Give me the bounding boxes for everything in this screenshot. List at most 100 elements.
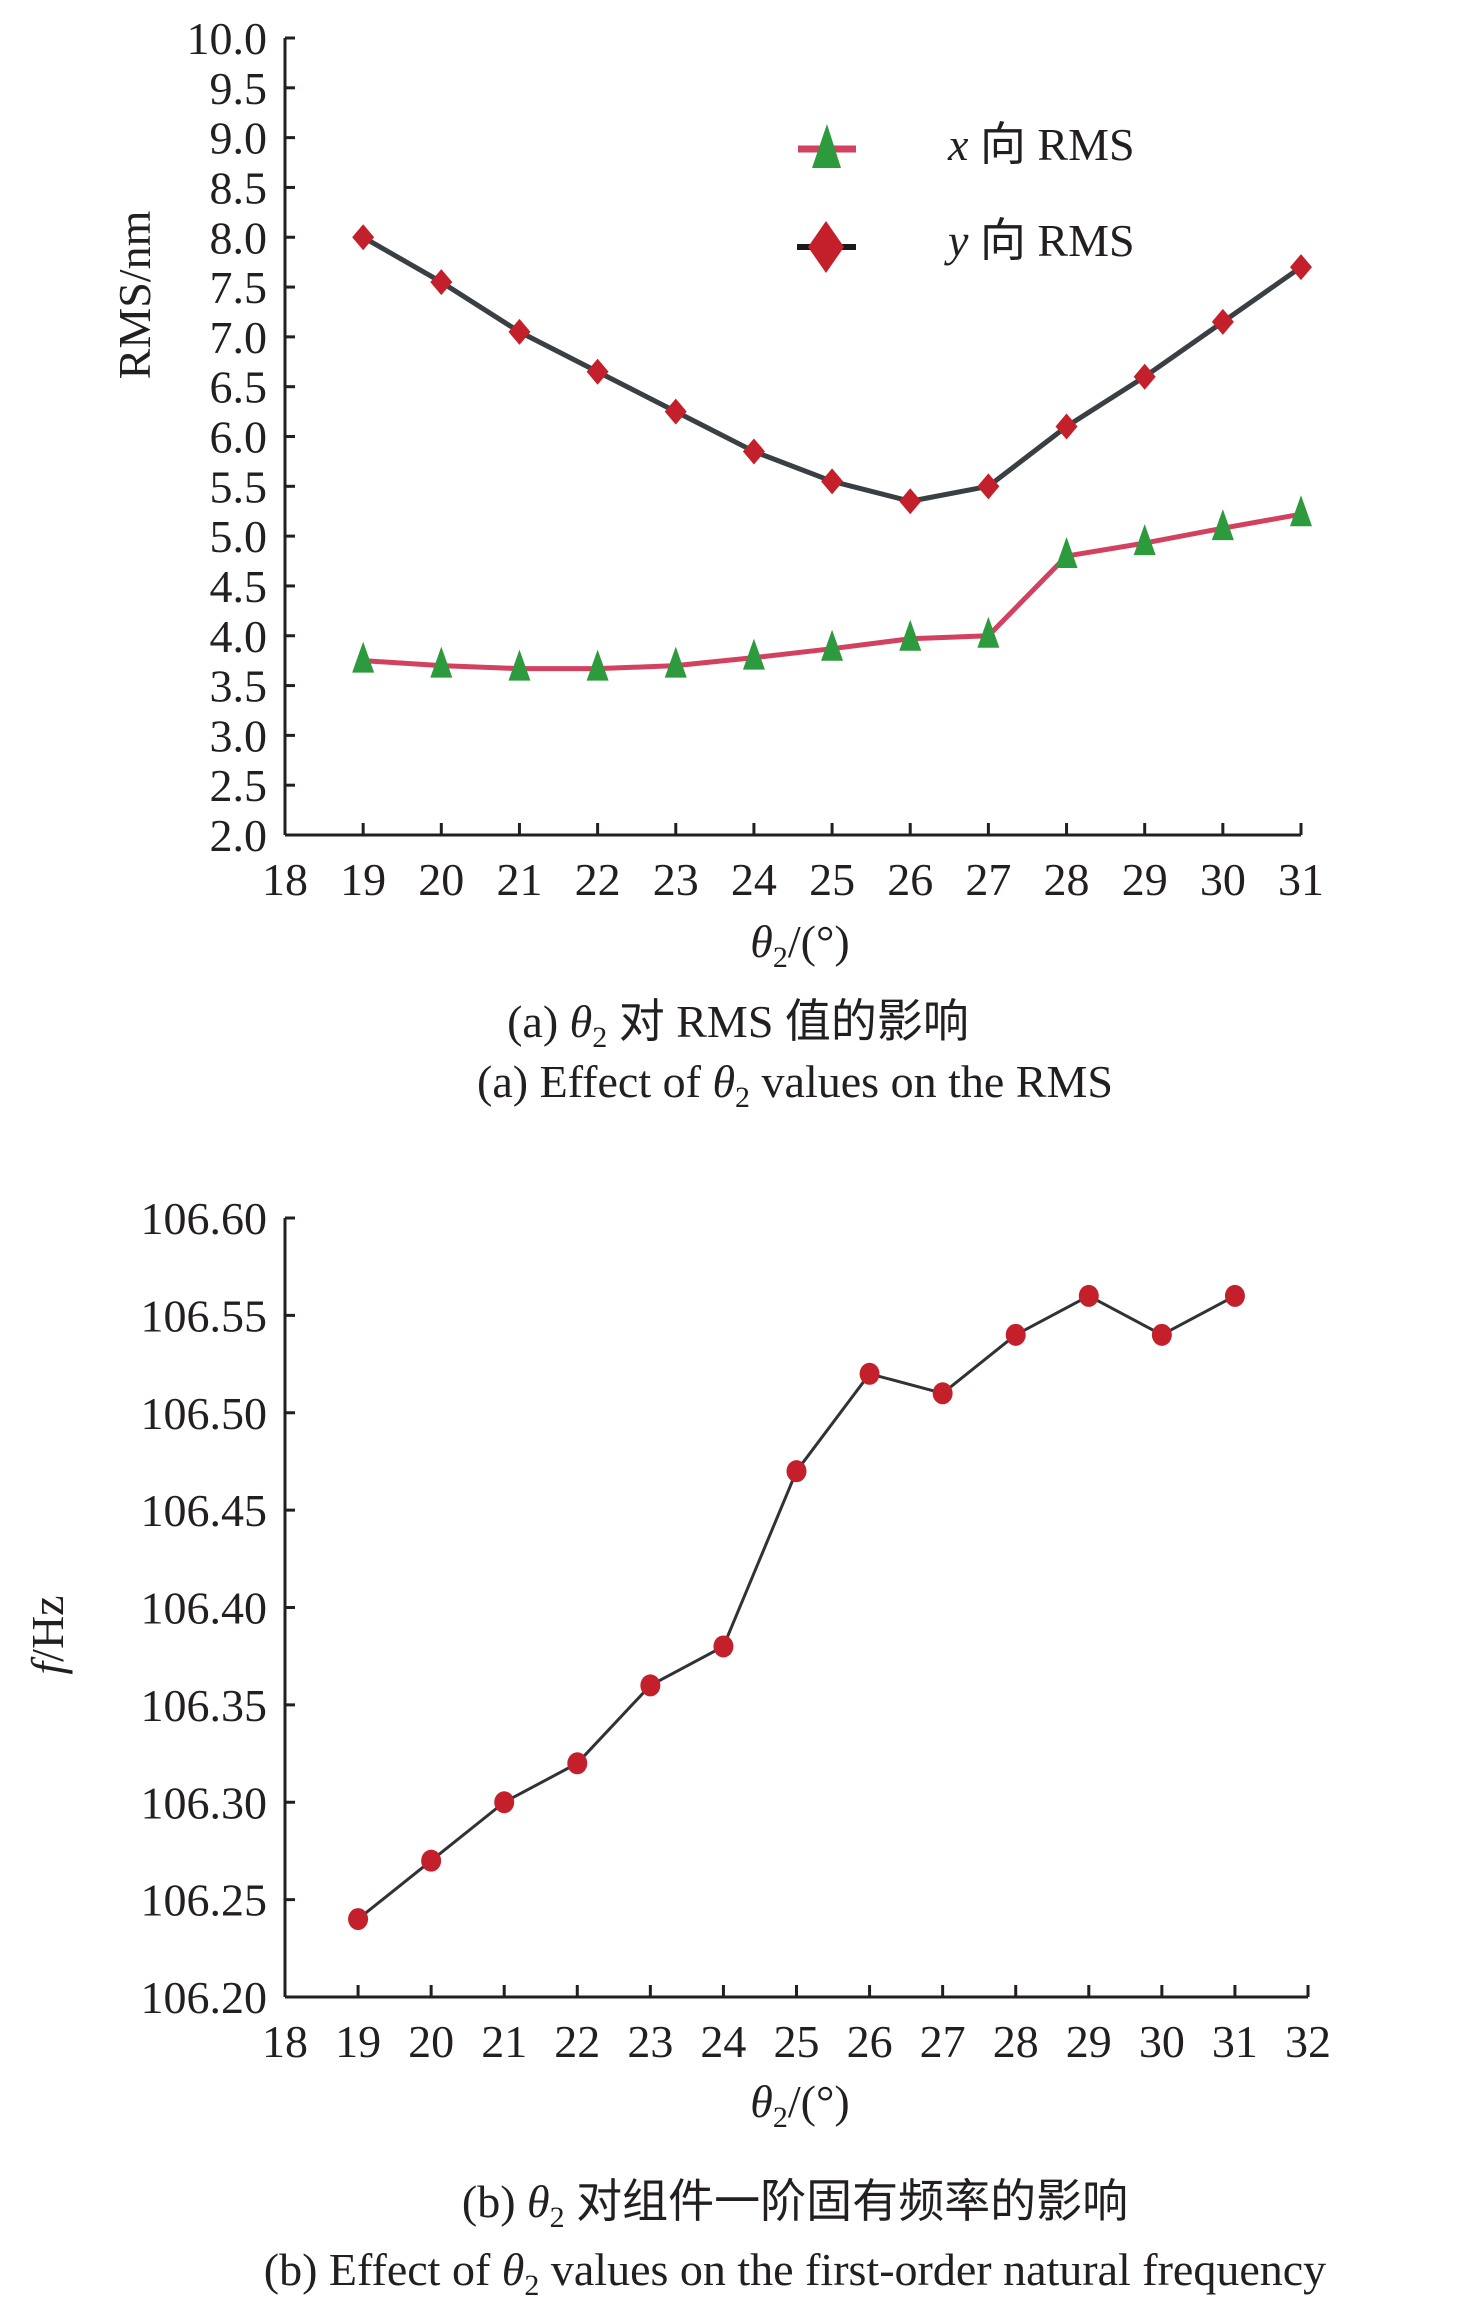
- chart-b-x-tick-labels: 18 19 20 21 22 23 24 25 26 27 28 29 30 31 32: [262, 2016, 1331, 2067]
- y-tick-label: 106.45: [141, 1485, 268, 1536]
- x-tick-label: 26: [847, 2016, 893, 2067]
- data-point-diamond: [508, 318, 531, 345]
- y-tick-label: 9.5: [210, 63, 268, 114]
- data-point-diamond: [1211, 308, 1234, 335]
- y-tick-label: 8.0: [210, 212, 268, 263]
- y-tick-label: 106.30: [141, 1777, 268, 1828]
- data-point-diamond: [430, 269, 453, 296]
- data-point-triangle: [899, 619, 922, 651]
- x-tick-label: 22: [554, 2016, 600, 2067]
- chart-a-legend: x 向 RMS y 向 RMS: [797, 119, 1135, 273]
- chart-b-caption-cn: (b) θ2 对组件一阶固有频率的影响: [462, 2176, 1128, 2234]
- data-point-circle: [640, 1674, 661, 1697]
- chart-a-y-axis-title: RMS/nm: [109, 210, 160, 379]
- x-tick-label: 27: [920, 2016, 966, 2067]
- x-tick-label: 30: [1139, 2016, 1185, 2067]
- y-tick-label: 8.5: [210, 162, 268, 213]
- chart-a-caption-cn: (a) θ2 对 RMS 值的影响: [507, 996, 969, 1054]
- y-tick-label: 4.5: [210, 561, 268, 612]
- x-tick-label: 21: [496, 854, 542, 905]
- chart-b-caption-en: (b) Effect of θ2 values on the first-ord…: [264, 2244, 1326, 2302]
- x-tick-label: 23: [653, 854, 699, 905]
- chart-b-x-axis-title: θ2/(°): [750, 2076, 849, 2134]
- y-tick-label: 106.40: [141, 1583, 268, 1634]
- y-tick-label: 9.0: [210, 113, 268, 164]
- x-tick-label: 29: [1066, 2016, 1112, 2067]
- data-point-circle: [786, 1460, 807, 1483]
- data-point-triangle: [352, 641, 375, 673]
- chart-b-series: [348, 1284, 1245, 1931]
- x-tick-label: 31: [1212, 2016, 1258, 2067]
- y-tick-label: 7.5: [210, 262, 268, 313]
- chart-a-series: [352, 224, 1312, 681]
- chart-b-axes: [283, 1216, 1310, 1999]
- data-point-triangle: [977, 616, 1000, 648]
- chart-a-x-tick-labels: 18 19 20 21 22 23 24 25 26 27 28 29 30 31: [262, 854, 1324, 905]
- x-tick-label: 28: [1044, 854, 1090, 905]
- y-tick-label: 4.0: [210, 611, 268, 662]
- data-point-circle: [494, 1791, 515, 1814]
- data-point-diamond: [664, 398, 687, 425]
- x-tick-label: 30: [1200, 854, 1246, 905]
- x-tick-label: 21: [481, 2016, 527, 2067]
- data-point-diamond: [1290, 254, 1312, 281]
- data-point-triangle: [1133, 524, 1156, 556]
- data-point-diamond: [899, 488, 922, 515]
- diamond-marker-icon: [808, 221, 844, 273]
- legend-item-y-rms: y 向 RMS: [797, 215, 1135, 273]
- y-tick-label: 6.5: [210, 362, 268, 413]
- y-tick-label: 2.0: [210, 810, 268, 861]
- x-tick-label: 20: [408, 2016, 454, 2067]
- x-tick-label: 26: [887, 854, 933, 905]
- legend-label-y-rms: y 向 RMS: [944, 215, 1135, 266]
- x-tick-label: 18: [262, 2016, 308, 2067]
- data-point-diamond: [1055, 413, 1078, 440]
- data-point-circle: [713, 1635, 734, 1658]
- y-tick-label: 106.60: [141, 1193, 268, 1244]
- x-tick-label: 22: [575, 854, 621, 905]
- y-tick-label: 106.50: [141, 1388, 268, 1439]
- y-tick-label: 7.0: [210, 312, 268, 363]
- data-point-diamond: [742, 438, 765, 465]
- data-point-circle: [1078, 1284, 1099, 1307]
- data-point-diamond: [821, 468, 844, 495]
- series-line-0: [357, 1294, 1236, 1921]
- y-tick-label: 106.35: [141, 1680, 268, 1731]
- data-point-diamond: [977, 473, 1000, 500]
- y-tick-label: 106.25: [141, 1875, 268, 1926]
- chart-a-rms: 2.02.53.03.54.04.55.05.56.06.57.07.58.08…: [109, 13, 1324, 1114]
- data-point-circle: [932, 1382, 953, 1405]
- legend-label-x-rms: x 向 RMS: [947, 119, 1135, 170]
- y-tick-label: 5.0: [210, 511, 268, 562]
- data-point-triangle: [430, 646, 453, 678]
- series-line-1: [361, 235, 1303, 504]
- y-tick-label: 106.55: [141, 1290, 268, 1341]
- x-tick-label: 29: [1122, 854, 1168, 905]
- chart-a-y-tick-labels: 2.02.53.03.54.04.55.05.56.06.57.07.58.08…: [187, 13, 268, 861]
- chart-a-x-axis-title: θ2/(°): [750, 916, 849, 974]
- x-tick-label: 20: [418, 854, 464, 905]
- x-tick-label: 25: [809, 854, 855, 905]
- data-point-diamond: [586, 358, 609, 385]
- data-point-triangle: [742, 638, 765, 670]
- chart-b-frequency: 106.20 106.25 106.30 106.35 106.40 106.45 106.…: [22, 1193, 1331, 2302]
- y-tick-label: 10.0: [187, 13, 268, 64]
- data-point-triangle: [508, 649, 531, 681]
- y-tick-label: 6.0: [210, 412, 268, 463]
- x-tick-label: 18: [262, 854, 308, 905]
- chart-b-y-tick-labels: 106.20 106.25 106.30 106.35 106.40 106.45 106.…: [141, 1193, 268, 2023]
- data-point-circle: [1224, 1284, 1245, 1307]
- x-tick-label: 25: [774, 2016, 820, 2067]
- x-tick-label: 23: [627, 2016, 673, 2067]
- y-tick-label: 2.5: [210, 760, 268, 811]
- data-point-circle: [348, 1908, 369, 1931]
- data-point-triangle: [1211, 509, 1234, 541]
- data-point-triangle: [664, 646, 687, 678]
- data-point-triangle: [1290, 495, 1312, 527]
- data-point-circle: [421, 1849, 442, 1872]
- data-point-diamond: [352, 224, 375, 251]
- data-point-diamond: [1133, 363, 1156, 390]
- data-point-circle: [567, 1752, 588, 1775]
- data-point-triangle: [1055, 537, 1078, 569]
